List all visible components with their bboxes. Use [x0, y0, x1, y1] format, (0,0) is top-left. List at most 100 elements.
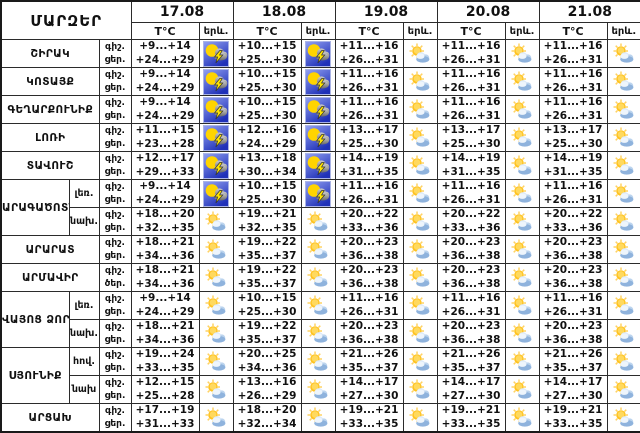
day-temperature: +33...+36 [339, 221, 399, 234]
temperature-cell: +10...+15 +25...+30 [232, 179, 302, 208]
phenomenon-cell [198, 319, 234, 348]
subregion-label: նախ. [68, 319, 100, 348]
night-temperature: +14...+19 [441, 152, 501, 165]
day-label: ցեր. [104, 390, 126, 401]
table-row: նախ գիշ. ցեր. +12...+15 +25...+28 +13...+16 +… [1, 375, 640, 404]
phenomenon-cell [198, 151, 234, 180]
weather-icon-partly-cloudy [613, 267, 634, 287]
phenomenon-column-header: երև. [606, 22, 640, 40]
phenomenon-cell [504, 403, 540, 433]
region-name: ԱՐՄԱՎԻՐ [0, 263, 100, 292]
temperature-cell: +18...+20 +32...+34 [232, 403, 302, 433]
day-temperature: +31...+35 [441, 165, 501, 178]
temperature-cell: +11...+16 +26...+31 [334, 179, 404, 208]
temperature-column-header: T°C [130, 22, 200, 40]
temperature-cell: +12...+16 +24...+29 [232, 123, 302, 152]
phenomenon-cell [606, 39, 640, 68]
phenomenon-cell [300, 207, 336, 236]
phenomenon-cell [402, 151, 438, 180]
day-temperature: +35...+37 [543, 361, 603, 374]
temperature-cell: +9...+14 +24...+29 [130, 95, 200, 124]
night-label: գիշ. [105, 293, 125, 304]
weather-icon-partly-cloudy [205, 351, 226, 371]
phenomenon-cell [402, 67, 438, 96]
day-temperature: +31...+35 [543, 165, 603, 178]
time-of-day-labels: գիշ. ցեր. [98, 67, 132, 96]
day-label: ցեր. [104, 362, 126, 373]
weather-icon-partly-cloudy [613, 183, 634, 203]
day-temperature: +33...+35 [135, 361, 195, 374]
day-temperature: +23...+28 [135, 137, 195, 150]
table-row: ԼՈՌԻ գիշ. ցեր. +11...+15 +23...+28 +12...+16… [0, 123, 640, 152]
night-temperature: +14...+17 [441, 376, 501, 389]
night-temperature: +11...+16 [543, 68, 603, 81]
night-temperature: +11...+15 [135, 124, 195, 137]
phenomenon-column-header: երև. [504, 22, 540, 40]
night-label: գիշ. [105, 405, 125, 416]
subregion-label: լեռ. [68, 291, 100, 320]
night-temperature: +14...+17 [339, 376, 399, 389]
night-temperature: +21...+26 [441, 348, 501, 361]
day-temperature: +36...+38 [543, 277, 603, 290]
phenomenon-cell [402, 179, 438, 208]
night-temperature: +14...+19 [543, 152, 603, 165]
weather-icon-thunderstorm [203, 96, 229, 123]
day-temperature: +26...+31 [441, 109, 501, 122]
weather-icon-partly-cloudy [613, 43, 634, 63]
temperature-cell: +9...+14 +24...+29 [130, 179, 200, 208]
night-temperature: +14...+17 [543, 376, 603, 389]
phenomenon-cell [402, 403, 438, 433]
phenomenon-column-header: երև. [402, 22, 438, 40]
day-temperature: +24...+29 [135, 193, 195, 206]
temperature-cell: +20...+23 +36...+38 [538, 235, 608, 264]
temperature-cell: +10...+15 +25...+30 [232, 291, 302, 320]
weather-icon-partly-cloudy [613, 379, 634, 399]
phenomenon-cell [606, 235, 640, 264]
night-temperature: +11...+16 [543, 180, 603, 193]
night-temperature: +20...+23 [543, 264, 603, 277]
temperature-cell: +13...+16 +26...+29 [232, 375, 302, 404]
night-label: գիշ. [105, 377, 125, 388]
night-temperature: +9...+14 [139, 68, 191, 81]
weather-icon-partly-cloudy [307, 407, 328, 427]
day-temperature: +32...+35 [135, 221, 195, 234]
temperature-cell: +10...+15 +25...+30 [232, 39, 302, 68]
weather-icon-partly-cloudy [409, 267, 430, 287]
phenomenon-cell [198, 67, 234, 96]
weather-icon-thunderstorm [305, 180, 332, 207]
phenomenon-cell [198, 39, 234, 68]
night-temperature: +18...+21 [135, 264, 195, 277]
night-temperature: +20...+23 [339, 264, 399, 277]
day-temperature: +25...+30 [237, 53, 297, 66]
night-temperature: +20...+23 [339, 320, 399, 333]
night-temperature: +20...+23 [441, 236, 501, 249]
day-label: ցեր. [104, 82, 126, 93]
weather-icon-partly-cloudy [307, 211, 328, 231]
phenomenon-cell [606, 263, 640, 292]
night-temperature: +13...+18 [237, 152, 297, 165]
temperature-cell: +13...+17 +25...+30 [436, 123, 506, 152]
day-temperature: +35...+37 [237, 277, 297, 290]
day-temperature: +25...+30 [339, 137, 399, 150]
phenomenon-cell [198, 95, 234, 124]
phenomenon-cell [300, 375, 336, 404]
night-temperature: +9...+14 [139, 180, 191, 193]
night-temperature: +11...+16 [339, 40, 399, 53]
weather-icon-partly-cloudy [613, 155, 634, 175]
night-temperature: +9...+14 [139, 96, 191, 109]
temperature-cell: +20...+23 +36...+38 [538, 263, 608, 292]
temperature-cell: +19...+21 +33...+35 [436, 403, 506, 433]
phenomenon-cell [606, 123, 640, 152]
weather-icon-partly-cloudy [409, 379, 430, 399]
temperature-cell: +20...+23 +36...+38 [538, 319, 608, 348]
night-temperature: +18...+20 [135, 208, 195, 221]
phenomenon-cell [198, 347, 234, 376]
day-temperature: +24...+29 [237, 137, 297, 150]
temperature-cell: +9...+14 +24...+29 [130, 291, 200, 320]
temperature-cell: +18...+21 +34...+36 [130, 319, 200, 348]
day-temperature: +25...+30 [237, 193, 297, 206]
date-header-2: 18.08 [232, 0, 336, 23]
weather-icon-partly-cloudy [307, 323, 328, 343]
phenomenon-cell [402, 263, 438, 292]
weather-icon-partly-cloudy [409, 127, 430, 147]
